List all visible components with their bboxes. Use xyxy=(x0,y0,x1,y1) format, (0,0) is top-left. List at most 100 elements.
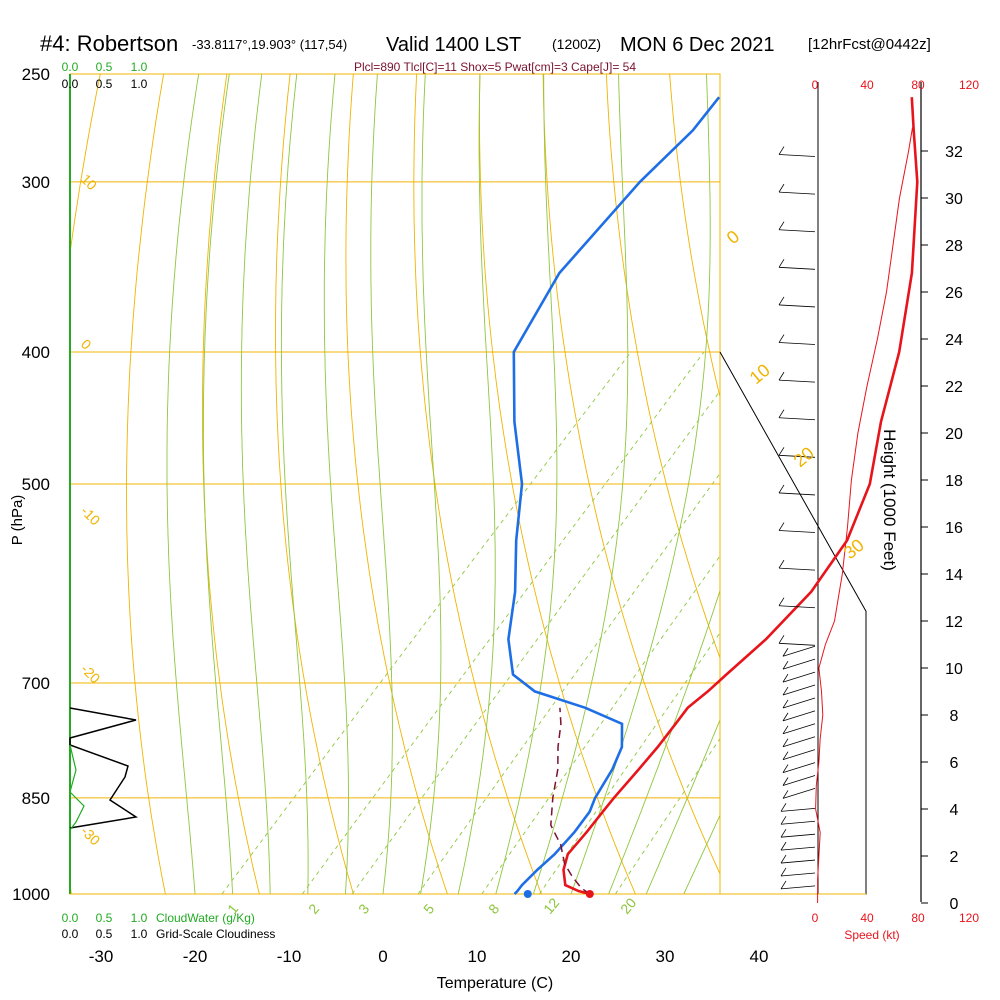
height-tick-label: 26 xyxy=(945,285,963,302)
wind-barb-flag xyxy=(782,777,789,786)
wind-barb-flag xyxy=(778,522,785,531)
height-axis-label: Height (1000 Feet) xyxy=(880,429,899,571)
pressure-tick-label: 300 xyxy=(22,173,50,192)
wind-barb-flag xyxy=(778,221,785,230)
wind-barb-flag xyxy=(778,296,785,306)
height-tick-label: 8 xyxy=(950,708,959,725)
wind-barb-flag xyxy=(780,841,787,851)
title-utc: (1200Z) xyxy=(552,36,601,52)
moist-adiabat xyxy=(608,589,720,894)
title-date: MON 6 Dec 2021 xyxy=(620,34,775,56)
dry-adiabat xyxy=(731,50,1000,894)
temperature-tick-label: 30 xyxy=(656,947,675,966)
wind-barb-flag xyxy=(778,183,785,193)
cloudiness-label: Grid-Scale Cloudiness xyxy=(156,927,275,941)
wind-barb xyxy=(778,454,816,458)
chart-grid xyxy=(69,50,1000,902)
moist-adiabat-label: 10 xyxy=(746,360,774,388)
cloudwater-tick-bottom: 0.0 xyxy=(62,911,79,925)
cloudwater-tick-bottom: 1.0 xyxy=(131,911,148,925)
cloudiness-tick-bottom: 0.0 xyxy=(62,927,79,941)
dry-adiabat xyxy=(918,50,1000,894)
wind-barb xyxy=(782,684,816,696)
speed-axis-label: Speed (kt) xyxy=(844,928,899,942)
pressure-tick-label: 400 xyxy=(22,343,50,362)
speed-tick-top: 120 xyxy=(959,78,979,92)
height-tick-label: 32 xyxy=(945,144,963,161)
stability-indices: Plcl=890 Tlcl[C]=11 Shox=5 Pwat[cm]=3 Ca… xyxy=(354,60,636,74)
dry-adiabat xyxy=(856,50,1000,894)
speed-tick-bottom: 0 xyxy=(812,911,819,925)
dry-adiabat-label: 0 xyxy=(78,336,95,353)
height-tick-label: 16 xyxy=(945,520,963,537)
wind-barb xyxy=(778,530,816,533)
wind-barb xyxy=(782,723,816,735)
wind-barb-flag xyxy=(782,764,789,773)
wind-barb-flag xyxy=(778,371,785,381)
temperature-line xyxy=(562,97,919,896)
surface-dewpoint-point xyxy=(523,890,532,898)
mixing-ratio-label: 5 xyxy=(420,901,437,917)
pressure-tick-label: 1000 xyxy=(12,885,50,904)
wind-barb xyxy=(782,671,816,683)
height-tick-label: 2 xyxy=(950,849,959,866)
temperature-tick-label: -10 xyxy=(277,947,302,966)
temperature-tick-label: 40 xyxy=(750,947,769,966)
wind-barb xyxy=(778,191,816,195)
title-station: #4: Robertson xyxy=(40,31,178,56)
wind-barb xyxy=(782,645,816,657)
wind-barb-flag xyxy=(782,686,789,696)
speed-tick-top: 40 xyxy=(860,78,874,92)
mixing-ratio-label: 20 xyxy=(617,895,639,917)
wind-barb xyxy=(782,736,816,748)
mixing-ratio-line xyxy=(301,351,705,894)
cloudiness-tick-top: 0.0 xyxy=(62,77,79,91)
wind-barb xyxy=(782,658,816,670)
wind-barb-flag xyxy=(782,673,789,683)
wind-barb xyxy=(782,749,816,761)
cloudiness-line xyxy=(69,707,139,829)
dry-adiabat xyxy=(202,74,260,894)
cloudiness-tick-bottom: 0.5 xyxy=(96,927,113,941)
wind-barb xyxy=(782,775,816,786)
cloudwater-tick-top: 0.0 xyxy=(62,60,79,74)
temperature-tick-label: 20 xyxy=(562,947,581,966)
wind-barb xyxy=(778,229,816,233)
dry-adiabat xyxy=(70,74,101,894)
wind-barb xyxy=(782,697,816,709)
moist-adiabat xyxy=(495,74,558,894)
wind-barb-flag xyxy=(782,751,789,760)
temperature-tick-label: -20 xyxy=(183,947,208,966)
cloudwater-tick-top: 0.5 xyxy=(96,60,113,74)
dry-adiabat xyxy=(605,74,720,660)
speed-tick-bottom: 120 xyxy=(959,911,979,925)
wind-barb-flag xyxy=(782,712,789,722)
dry-adiabat-label: -10 xyxy=(78,503,104,529)
wind-barb-flag xyxy=(778,409,785,418)
mixing-ratio-line xyxy=(417,472,720,894)
wind-barb-flag xyxy=(778,559,785,569)
title-coords: -33.8117°,19.903° (117,54) xyxy=(192,37,347,52)
height-tick-label: 18 xyxy=(945,473,963,490)
wind-barb-flag xyxy=(778,597,785,606)
wind-barb-flag xyxy=(778,447,785,456)
wind-barb-flag xyxy=(778,146,785,155)
temperature-tick-label: 0 xyxy=(378,947,387,966)
wind-barb-flag xyxy=(780,867,787,877)
wind-barb xyxy=(778,266,816,270)
wind-barb xyxy=(778,304,816,308)
wind-barb-flag xyxy=(782,738,789,747)
moist-adiabat xyxy=(645,718,720,894)
speed-tick-top: 80 xyxy=(911,78,925,92)
wind-panel-outline xyxy=(719,351,867,895)
moist-adiabat xyxy=(240,74,271,894)
wind-barb-flag xyxy=(778,334,785,343)
wind-barb xyxy=(780,833,816,838)
wind-barb-flag xyxy=(782,648,789,657)
cloudwater-tick-bottom: 0.5 xyxy=(96,911,113,925)
dry-adiabat xyxy=(479,74,636,894)
dry-adiabat xyxy=(669,74,720,399)
dry-adiabat xyxy=(345,74,448,894)
